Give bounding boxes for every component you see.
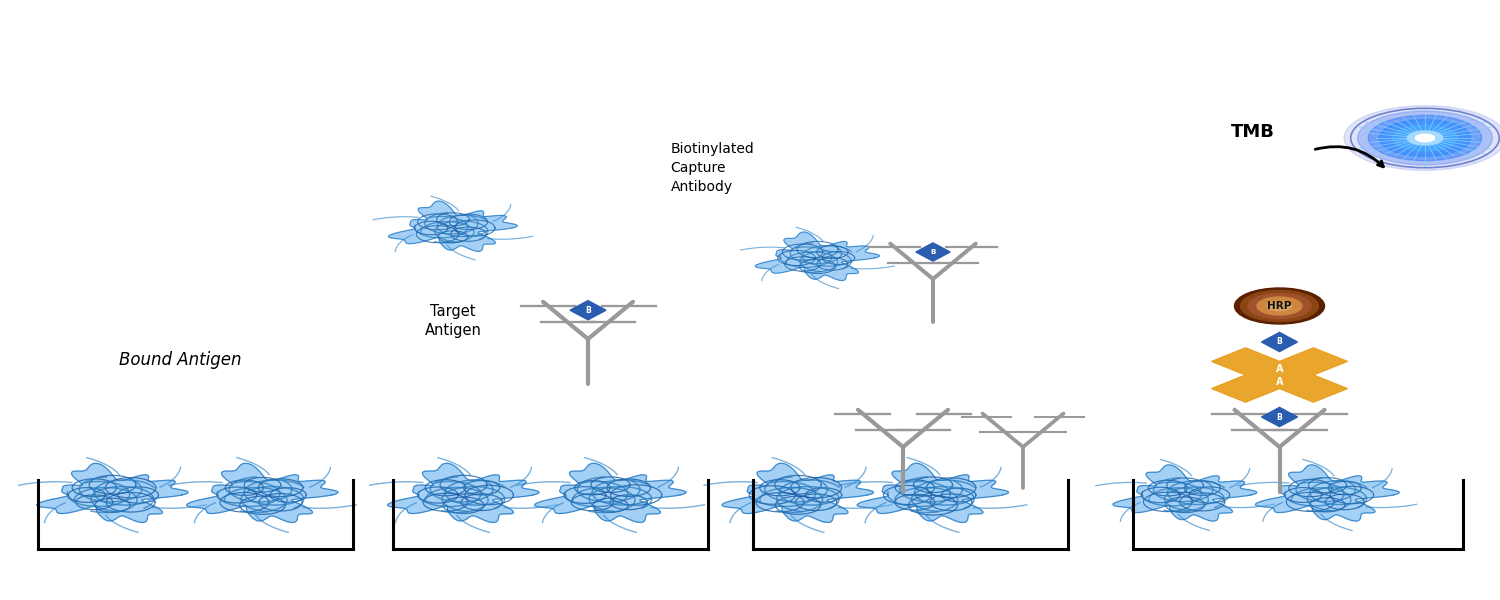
Polygon shape xyxy=(722,463,873,523)
Circle shape xyxy=(1358,111,1492,165)
Polygon shape xyxy=(1113,465,1257,521)
Circle shape xyxy=(1416,134,1434,142)
Circle shape xyxy=(1248,293,1311,319)
Polygon shape xyxy=(387,463,538,523)
Text: TMB: TMB xyxy=(1230,123,1275,141)
Polygon shape xyxy=(856,463,1008,523)
Text: Bound Antigen: Bound Antigen xyxy=(118,351,242,369)
Circle shape xyxy=(1392,125,1458,151)
Polygon shape xyxy=(570,301,606,320)
Circle shape xyxy=(1234,288,1324,324)
Circle shape xyxy=(1257,297,1302,315)
Polygon shape xyxy=(388,201,518,251)
Polygon shape xyxy=(186,463,338,523)
Polygon shape xyxy=(36,463,188,523)
Text: Biotinylated
Capture
Antibody: Biotinylated Capture Antibody xyxy=(670,142,754,194)
Circle shape xyxy=(1268,301,1292,311)
Text: B: B xyxy=(1276,337,1282,346)
Polygon shape xyxy=(1262,332,1298,352)
Circle shape xyxy=(1378,119,1472,157)
Circle shape xyxy=(1368,115,1482,161)
Circle shape xyxy=(1407,131,1443,145)
Text: Target
Antigen: Target Antigen xyxy=(424,304,482,338)
Polygon shape xyxy=(916,243,950,261)
Text: B: B xyxy=(930,249,936,255)
Text: HRP: HRP xyxy=(1268,301,1292,311)
Circle shape xyxy=(1344,106,1500,170)
Polygon shape xyxy=(1256,465,1400,521)
Polygon shape xyxy=(1262,407,1298,427)
Text: A: A xyxy=(1275,377,1282,387)
Text: B: B xyxy=(585,305,591,314)
Polygon shape xyxy=(534,463,686,523)
Circle shape xyxy=(1240,290,1318,322)
Text: A: A xyxy=(1275,364,1282,374)
Text: B: B xyxy=(1276,413,1282,421)
Polygon shape xyxy=(1212,348,1347,402)
Polygon shape xyxy=(756,232,879,281)
